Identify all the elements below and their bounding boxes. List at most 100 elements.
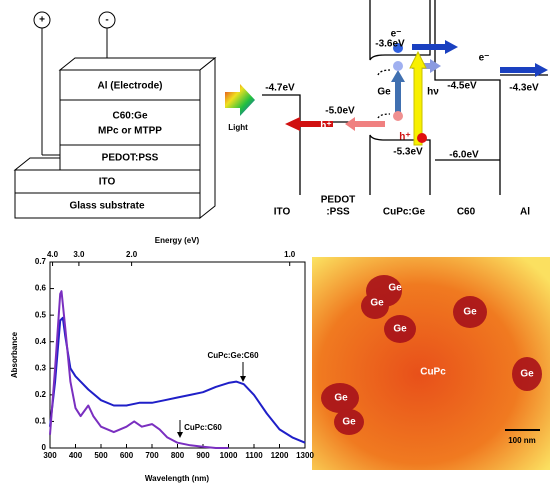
level-label: -3.6eV	[375, 39, 405, 50]
terminal-label: +	[39, 15, 45, 26]
device	[13, 11, 217, 220]
x-tick-label: 900	[196, 451, 210, 460]
level-label: -4.3eV	[509, 83, 539, 94]
level-label: -4.7eV	[265, 83, 295, 94]
x2-tick-label: 2.0	[126, 250, 138, 259]
x-tick-label: 1200	[271, 451, 289, 460]
series-label: CuPc:C60	[184, 423, 222, 432]
x-tick-label: 800	[171, 451, 185, 460]
layer-label: C60:Ge	[112, 111, 147, 122]
arrow	[412, 40, 458, 54]
carrier-label: h⁺	[320, 121, 331, 132]
level	[369, 134, 431, 195]
particle	[361, 293, 389, 319]
y-tick-label: 0.2	[35, 390, 47, 399]
column-label: Al	[520, 207, 530, 218]
particle-label: Ge	[520, 369, 534, 380]
series-line	[49, 290, 229, 449]
column-label: :PSS	[326, 207, 350, 218]
arrow	[391, 70, 405, 112]
x2-tick-label: 3.0	[73, 250, 85, 259]
x-tick-label: 600	[120, 451, 134, 460]
particle-label: Ge	[393, 324, 407, 335]
x2-tick-label: 1.0	[284, 250, 296, 259]
dopant-label: Ge	[377, 87, 391, 98]
terminal	[98, 11, 116, 29]
carrier-label: e⁻	[479, 53, 490, 64]
y-tick-label: 0.5	[35, 310, 47, 319]
x-tick-label: 400	[69, 451, 83, 460]
column-label: CuPc:Ge	[383, 207, 426, 218]
electron	[393, 43, 403, 53]
ge-level	[377, 69, 391, 76]
light-label: Light	[228, 123, 248, 132]
y-tick-label: 0.3	[35, 363, 47, 372]
x-tick-label: 1100	[245, 451, 263, 460]
particle	[384, 315, 416, 343]
particle	[453, 296, 487, 328]
layer-top	[13, 157, 61, 171]
arrows	[285, 40, 548, 146]
layer-label: MPc or MTPP	[98, 126, 162, 137]
carrier-label: e⁻	[391, 29, 402, 40]
x-tick-label: 700	[145, 451, 159, 460]
level	[369, 0, 431, 61]
level	[262, 94, 301, 195]
particle-label: Ge	[334, 393, 348, 404]
hole	[393, 111, 403, 121]
carrier-label: h⁺	[399, 132, 410, 143]
layer-label: ITO	[99, 177, 116, 188]
y-tick-label: 0.7	[35, 257, 47, 266]
layer-label: Glass substrate	[69, 201, 144, 212]
ge-level	[377, 113, 391, 119]
layer-label: PEDOT:PSS	[102, 153, 159, 164]
y-tick-label: 0.4	[35, 337, 47, 346]
layer-top	[58, 57, 217, 71]
tem-image: Ge Ge Ge Ge Ge Ge Ge CuPc 100 nm	[312, 257, 550, 470]
x-tick-label: 500	[94, 451, 108, 460]
particle	[321, 383, 359, 413]
particle-label: Ge	[463, 307, 477, 318]
layer	[59, 99, 201, 146]
layer	[14, 192, 201, 219]
x-tick-label: 300	[43, 451, 57, 460]
y-tick-label: 0	[42, 443, 47, 452]
series-label: CuPc:Ge:C60	[207, 351, 259, 360]
level	[434, 0, 501, 195]
x2-tick-label: 4.0	[47, 250, 59, 259]
arrow	[500, 63, 548, 77]
terminal	[33, 11, 51, 29]
x-tick-label: 1300	[296, 451, 314, 460]
level-label: -5.3eV	[393, 147, 423, 158]
column-label: ITO	[274, 207, 291, 218]
plot-frame	[49, 261, 306, 449]
terminal-label: -	[105, 15, 108, 26]
series-line	[49, 316, 306, 444]
y-tick-label: 0.1	[35, 417, 47, 426]
particle-label: Ge	[342, 417, 356, 428]
matrix-label: CuPc	[420, 367, 446, 378]
y-label: Absorbance	[10, 331, 19, 378]
arrow	[345, 117, 385, 131]
particle-label: Ge	[370, 298, 384, 309]
photon-arrow	[409, 50, 427, 146]
arrow	[412, 59, 441, 73]
y-tick-label: 0.6	[35, 284, 47, 293]
layer-side	[199, 56, 216, 220]
particle	[512, 357, 542, 391]
level-label: -5.0eV	[325, 106, 355, 117]
x-tick-label: 1000	[220, 451, 238, 460]
energy-levels	[262, 0, 548, 195]
x2-label: Energy (eV)	[155, 236, 200, 245]
particle	[334, 409, 364, 435]
level-label: -6.0eV	[449, 150, 479, 161]
absorbance-chart: Energy (eV) Wavelength (nm) Absorbance C…	[10, 236, 314, 483]
column-label: C60	[457, 207, 476, 218]
photon-label: hν	[427, 87, 439, 98]
hole	[417, 133, 427, 143]
layer-label: Al (Electrode)	[97, 81, 162, 92]
particle-label: Ge	[388, 283, 402, 294]
column-label: PEDOT	[321, 195, 355, 206]
x-label: Wavelength (nm)	[145, 474, 209, 483]
